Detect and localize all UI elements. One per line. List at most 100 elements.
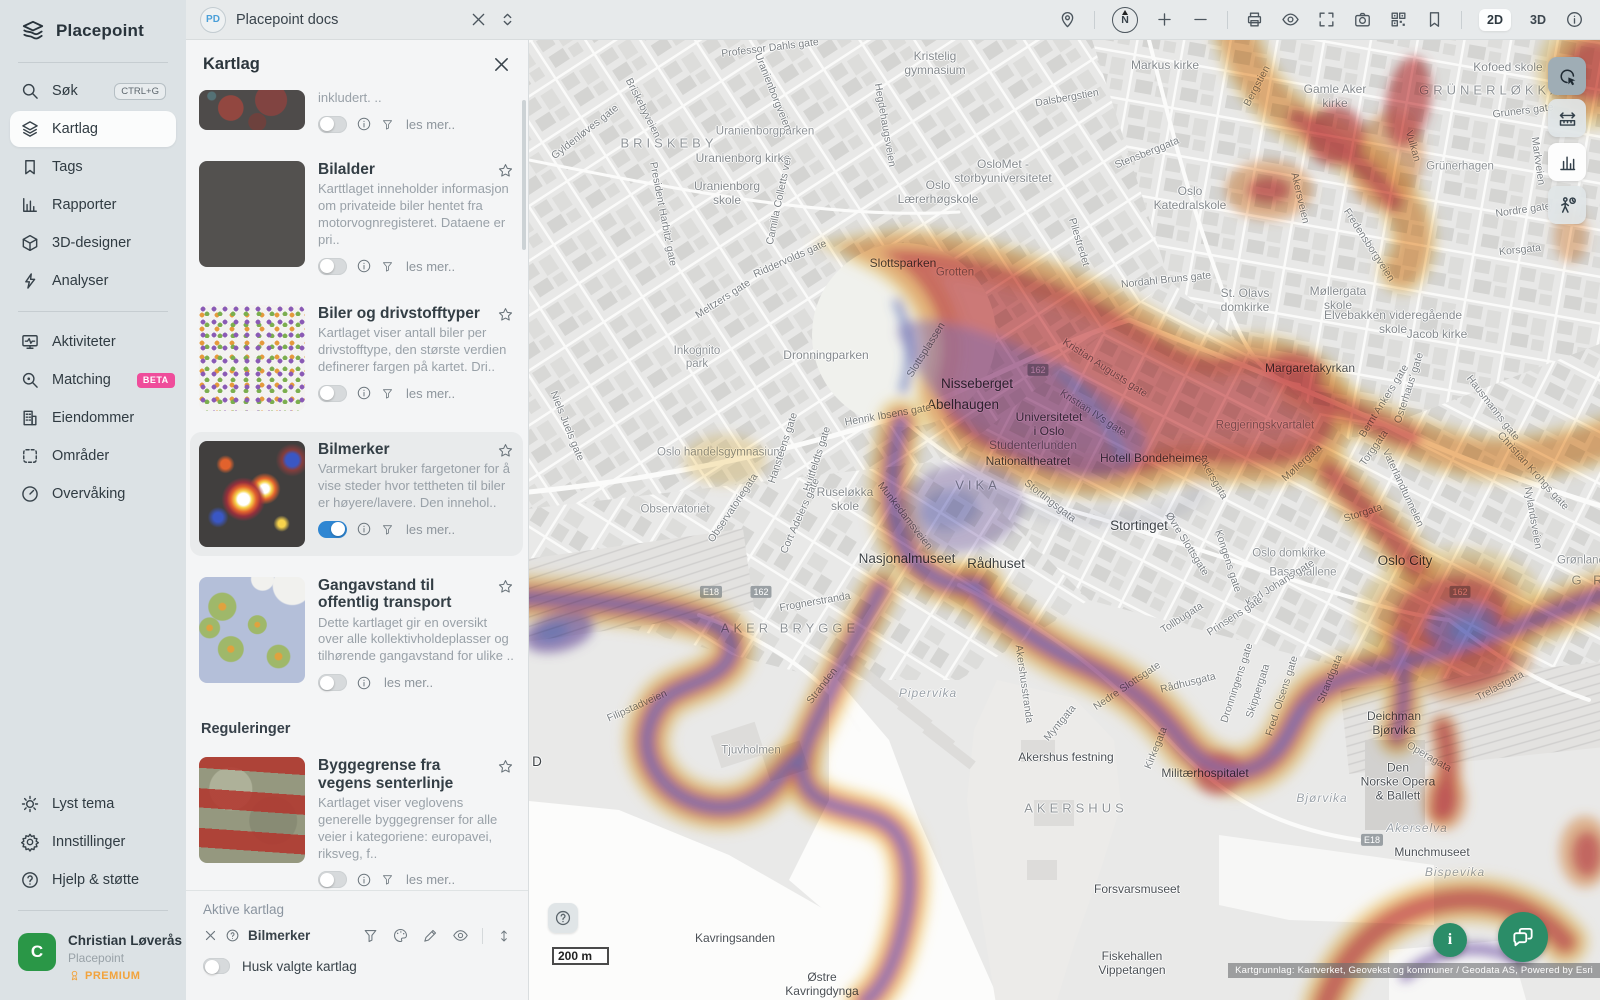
measure-tool-button[interactable] bbox=[1548, 99, 1586, 137]
layer-card-byggegrense-fra-vegens-senterlinje[interactable]: Byggegrense fra vegens senterlinje Kartl… bbox=[199, 757, 514, 889]
layer-toggle[interactable] bbox=[318, 674, 347, 692]
remove-layer-icon[interactable] bbox=[203, 928, 218, 943]
info-icon[interactable] bbox=[356, 258, 372, 274]
layer-toggle[interactable] bbox=[318, 520, 347, 538]
panel-scrollbar[interactable] bbox=[522, 100, 526, 250]
close-panel-icon[interactable] bbox=[491, 54, 512, 75]
layer-card-biler-og-drivstofftyper[interactable]: Biler og drivstofftyper Kartlaget viser … bbox=[199, 304, 514, 411]
sidebar-item-sok[interactable]: Søk CTRL+G bbox=[10, 73, 176, 109]
printer-icon[interactable] bbox=[1245, 10, 1264, 29]
sidebar-item-lyst-tema[interactable]: Lyst tema bbox=[10, 786, 176, 822]
info-icon[interactable] bbox=[356, 521, 372, 537]
star-icon[interactable] bbox=[497, 578, 514, 595]
sidebar-item-hjelp[interactable]: Hjelp & støtte bbox=[10, 862, 176, 898]
info-icon[interactable] bbox=[356, 675, 372, 691]
filter-icon[interactable] bbox=[381, 260, 394, 273]
chart-tool-button[interactable] bbox=[1548, 143, 1586, 181]
layer-toggle[interactable] bbox=[318, 115, 347, 133]
filter-icon[interactable] bbox=[381, 873, 394, 886]
star-icon[interactable] bbox=[497, 758, 514, 775]
star-icon[interactable] bbox=[497, 162, 514, 179]
info-button[interactable]: i bbox=[1433, 923, 1467, 957]
eye-icon[interactable] bbox=[1281, 10, 1300, 29]
clear-search-icon[interactable] bbox=[469, 10, 488, 29]
app-logo[interactable]: Placepoint bbox=[0, 0, 186, 58]
map-label: Akershus festning bbox=[1018, 750, 1114, 765]
info-icon[interactable] bbox=[356, 116, 372, 132]
layer-card-bilmerker[interactable]: Bilmerker Varmekart bruker fargetoner fo… bbox=[199, 440, 514, 547]
avatar[interactable]: C bbox=[18, 933, 56, 972]
layer-list[interactable]: inkludert. .. les mer.. Bilalder Karttla… bbox=[186, 86, 528, 890]
les-mer-link[interactable]: les mer.. bbox=[406, 521, 456, 537]
bookmark-icon[interactable] bbox=[1425, 10, 1444, 29]
search-input[interactable]: Placepoint docs bbox=[236, 11, 339, 28]
star-icon[interactable] bbox=[497, 442, 514, 459]
view-3d-button[interactable]: 3D bbox=[1530, 12, 1546, 27]
sidebar-item-aktiviteter[interactable]: Aktiviteter bbox=[10, 324, 176, 360]
road-shield: E18 bbox=[1360, 833, 1384, 847]
map-canvas[interactable]: Professor Dahls gate Kristelig gymnasium M… bbox=[529, 40, 1600, 1000]
layer-help-icon[interactable] bbox=[225, 928, 240, 943]
layer-card-gangavstand-til-offentlig-transport[interactable]: Gangavstand til offentlig transport Dett… bbox=[199, 576, 514, 692]
les-mer-link[interactable]: les mer.. bbox=[406, 258, 456, 274]
sidebar-item-matching[interactable]: Matching BETA bbox=[10, 362, 176, 398]
sidebar-item-analyser[interactable]: Analyser bbox=[10, 263, 176, 299]
palette-icon[interactable] bbox=[392, 927, 409, 944]
sort-icon[interactable] bbox=[498, 10, 517, 29]
star-icon[interactable] bbox=[497, 306, 514, 323]
map-attribution: Kartgrunnlag: Kartverket, Geovekst og ko… bbox=[1228, 963, 1600, 978]
chat-button[interactable] bbox=[1498, 912, 1548, 962]
cube-icon bbox=[20, 233, 40, 253]
info-icon[interactable] bbox=[356, 872, 372, 888]
select-tool-button[interactable] bbox=[1548, 57, 1586, 95]
view-2d-button[interactable]: 2D bbox=[1479, 8, 1512, 31]
map-help-button[interactable] bbox=[548, 903, 578, 933]
layer-card-bilalder[interactable]: Bilalder Karttlaget inneholder informasj… bbox=[199, 160, 514, 275]
les-mer-link[interactable]: les mer.. bbox=[406, 116, 456, 132]
gauge-icon bbox=[20, 484, 40, 504]
reorder-icon[interactable] bbox=[496, 928, 512, 944]
bolt-icon bbox=[20, 271, 40, 291]
location-icon[interactable] bbox=[1058, 10, 1077, 29]
user-org: Placepoint bbox=[68, 951, 125, 966]
info-icon[interactable] bbox=[1565, 10, 1584, 29]
filter-icon[interactable] bbox=[381, 523, 394, 536]
sidebar-item-rapporter[interactable]: Rapporter bbox=[10, 187, 176, 223]
gear-icon bbox=[20, 832, 40, 853]
qr-icon[interactable] bbox=[1389, 10, 1408, 29]
sidebar-item-overvaking[interactable]: Overvåking bbox=[10, 476, 176, 512]
info-icon[interactable] bbox=[356, 385, 372, 401]
layer-title: Byggegrense fra vegens senterlinje bbox=[318, 757, 454, 792]
filter-icon[interactable] bbox=[381, 387, 394, 400]
layer-card[interactable]: inkludert. .. les mer.. bbox=[199, 90, 514, 133]
sidebar-item-kartlag[interactable]: Kartlag bbox=[10, 111, 176, 147]
sidebar-item-3d-designer[interactable]: 3D-designer bbox=[10, 225, 176, 261]
layer-toggle[interactable] bbox=[318, 257, 347, 275]
funnel-icon[interactable] bbox=[362, 927, 379, 944]
sidebar-item-label: Overvåking bbox=[52, 486, 126, 502]
layer-description: Dette kartlaget gir en oversikt over all… bbox=[318, 614, 514, 664]
layer-toggle[interactable] bbox=[318, 871, 347, 889]
layer-toggle[interactable] bbox=[318, 384, 347, 402]
user-profile[interactable]: C Christian Løverås Placepoint PREMIUM bbox=[0, 921, 186, 1000]
remember-layers-toggle[interactable] bbox=[203, 958, 230, 974]
search-bar[interactable]: PD Placepoint docs bbox=[186, 6, 529, 33]
les-mer-link[interactable]: les mer.. bbox=[406, 872, 456, 888]
les-mer-link[interactable]: les mer.. bbox=[384, 675, 434, 691]
travel-time-tool-button[interactable] bbox=[1548, 186, 1586, 224]
les-mer-link[interactable]: les mer.. bbox=[406, 385, 456, 401]
camera-icon[interactable] bbox=[1353, 10, 1372, 29]
eye-icon[interactable] bbox=[452, 927, 469, 944]
sidebar-item-eiendommer[interactable]: Eiendommer bbox=[10, 400, 176, 436]
map-label: Markveien bbox=[1528, 136, 1548, 186]
plus-icon[interactable] bbox=[1155, 10, 1174, 29]
sidebar-item-tags[interactable]: Tags bbox=[10, 149, 176, 185]
pencil-icon[interactable] bbox=[422, 927, 439, 944]
sidebar-item-innstillinger[interactable]: Innstillinger bbox=[10, 824, 176, 860]
compass-icon[interactable]: N bbox=[1112, 6, 1139, 33]
expand-icon[interactable] bbox=[1317, 10, 1336, 29]
minus-icon[interactable] bbox=[1191, 10, 1210, 29]
filter-icon[interactable] bbox=[381, 118, 394, 131]
sidebar-item-omrader[interactable]: Områder bbox=[10, 438, 176, 474]
map-label: GRÜNERLØKKA bbox=[1419, 82, 1563, 98]
